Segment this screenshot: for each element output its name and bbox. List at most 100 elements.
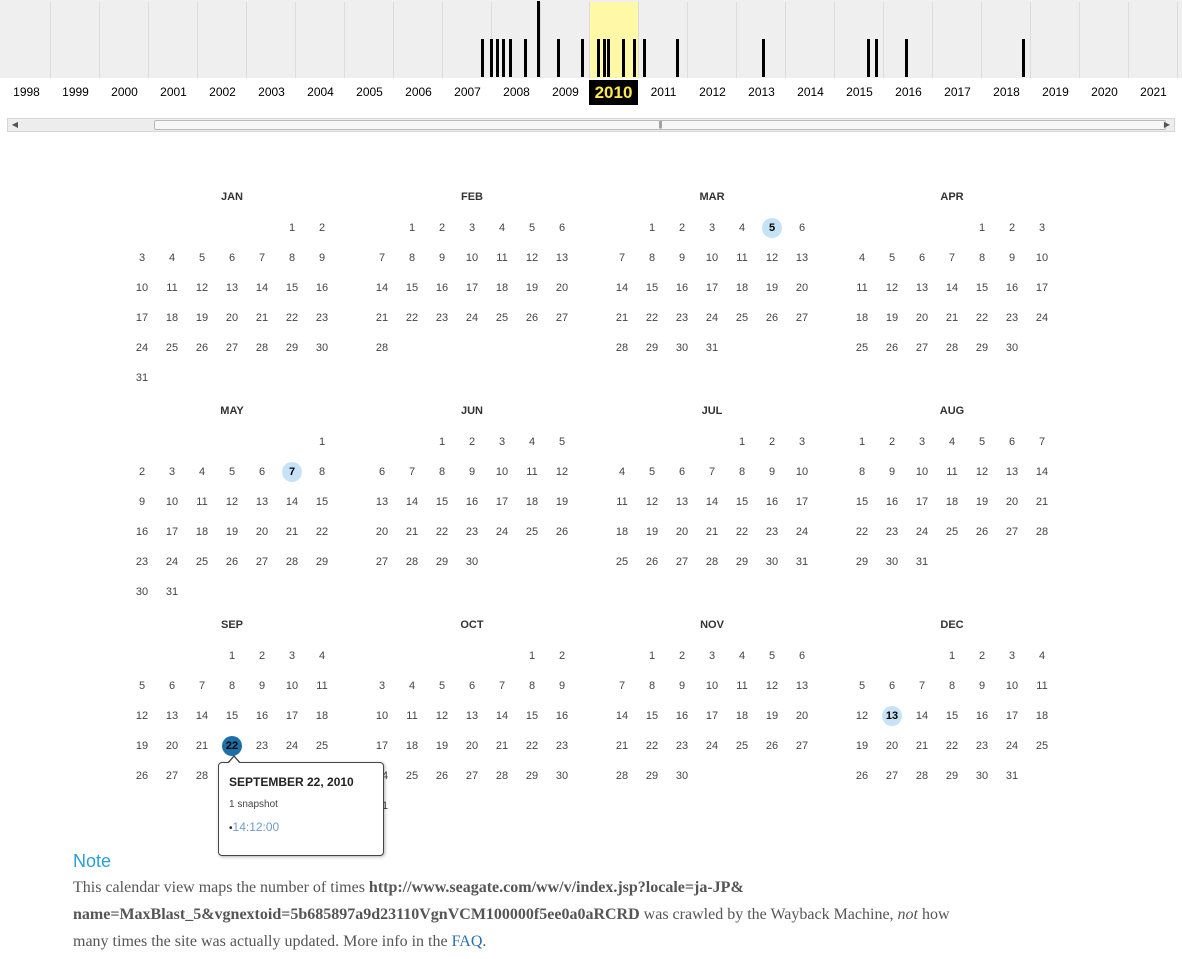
year-label-2000[interactable]: 2000 — [111, 85, 138, 99]
faq-link[interactable]: FAQ — [451, 933, 483, 950]
year-label-2004[interactable]: 2004 — [307, 85, 334, 99]
capture-bar[interactable] — [607, 39, 610, 77]
calendar-day: 3 — [138, 252, 146, 264]
year-column-2003[interactable] — [247, 2, 296, 78]
capture-bar[interactable] — [643, 39, 646, 77]
scroll-right-arrow-icon[interactable]: ▶ — [1163, 120, 1171, 129]
year-column-2004[interactable] — [296, 2, 345, 78]
year-label-2006[interactable]: 2006 — [405, 85, 432, 99]
year-label-2009[interactable]: 2009 — [552, 85, 579, 99]
timeline-scrollbar[interactable]: ◀ ||| ▶ — [7, 118, 1175, 132]
capture-bar[interactable] — [496, 39, 499, 77]
year-label-2007[interactable]: 2007 — [454, 85, 481, 99]
calendar-day: 19 — [435, 740, 449, 752]
year-label-2018[interactable]: 2018 — [993, 85, 1020, 99]
calendar-day: 12 — [765, 252, 779, 264]
calendar-day: 9 — [318, 252, 326, 264]
capture-bar[interactable] — [676, 39, 679, 77]
year-column-2013[interactable] — [737, 2, 786, 78]
scroll-thumb[interactable]: ||| — [154, 120, 1166, 130]
year-column-2001[interactable] — [149, 2, 198, 78]
capture-bar[interactable] — [905, 39, 908, 77]
capture-bar[interactable] — [581, 39, 584, 77]
capture-bar[interactable] — [1022, 39, 1025, 77]
year-column-2019[interactable] — [1031, 2, 1080, 78]
capture-bar[interactable] — [481, 39, 484, 77]
year-column-2000[interactable] — [100, 2, 149, 78]
calendar-day: 23 — [675, 312, 689, 324]
capture-bar[interactable] — [524, 39, 527, 77]
snapshot-day[interactable]: 5 — [762, 218, 782, 238]
year-label-2014[interactable]: 2014 — [797, 85, 824, 99]
year-label-2002[interactable]: 2002 — [209, 85, 236, 99]
year-column-2006[interactable] — [394, 2, 443, 78]
month-name: APR — [940, 191, 964, 203]
year-label-2021[interactable]: 2021 — [1140, 85, 1167, 99]
year-column-2007[interactable] — [443, 2, 492, 78]
year-column-2002[interactable] — [198, 2, 247, 78]
capture-bar[interactable] — [490, 39, 493, 77]
year-label-2008[interactable]: 2008 — [503, 85, 530, 99]
snapshot-day[interactable]: 7 — [282, 462, 302, 482]
capture-bar[interactable] — [509, 39, 512, 77]
calendar-day: 27 — [1005, 526, 1019, 538]
year-column-2005[interactable] — [345, 2, 394, 78]
capture-bar[interactable] — [537, 1, 540, 77]
year-column-1999[interactable] — [51, 2, 100, 78]
year-column-2014[interactable] — [786, 2, 835, 78]
year-label-2017[interactable]: 2017 — [944, 85, 971, 99]
year-label-1999[interactable]: 1999 — [62, 85, 89, 99]
calendar-day: 6 — [258, 466, 266, 478]
calendar-day: 13 — [375, 496, 389, 508]
calendar-day: 12 — [855, 710, 869, 722]
scroll-left-arrow-icon[interactable]: ◀ — [11, 120, 19, 129]
capture-bar[interactable] — [633, 39, 636, 77]
snapshot-day[interactable]: 22 — [222, 736, 242, 756]
capture-bar[interactable] — [622, 39, 625, 77]
year-label-2001[interactable]: 2001 — [160, 85, 187, 99]
year-label-2019[interactable]: 2019 — [1042, 85, 1069, 99]
year-label-2010[interactable]: 2010 — [589, 80, 638, 105]
calendar-day: 3 — [288, 650, 296, 662]
capture-sparkline[interactable] — [0, 0, 1182, 78]
year-column-2015[interactable] — [835, 2, 884, 78]
calendar-day: 23 — [675, 740, 689, 752]
calendar-day: 19 — [975, 496, 989, 508]
year-label-2016[interactable]: 2016 — [895, 85, 922, 99]
year-label-2012[interactable]: 2012 — [699, 85, 726, 99]
year-column-2009[interactable] — [541, 2, 590, 78]
year-column-1998[interactable] — [2, 2, 51, 78]
year-label-2013[interactable]: 2013 — [748, 85, 775, 99]
year-column-2017[interactable] — [933, 2, 982, 78]
calendar-day: 23 — [885, 526, 899, 538]
year-label-1998[interactable]: 1998 — [13, 85, 40, 99]
capture-bar[interactable] — [502, 39, 505, 77]
calendar-day: 18 — [405, 740, 419, 752]
year-column-2021[interactable] — [1129, 2, 1178, 78]
snapshot-day[interactable]: 13 — [882, 706, 902, 726]
year-column-2012[interactable] — [688, 2, 737, 78]
year-label-2005[interactable]: 2005 — [356, 85, 383, 99]
calendar-day: 10 — [705, 680, 719, 692]
year-column-2018[interactable] — [982, 2, 1031, 78]
capture-bar[interactable] — [867, 39, 870, 77]
year-column-2008[interactable] — [492, 2, 541, 78]
year-label-2020[interactable]: 2020 — [1091, 85, 1118, 99]
calendar-day: 11 — [1036, 680, 1048, 692]
year-label-2003[interactable]: 2003 — [258, 85, 285, 99]
year-label-2015[interactable]: 2015 — [846, 85, 873, 99]
calendar-day: 22 — [435, 526, 449, 538]
capture-bar[interactable] — [557, 39, 560, 77]
year-column-2016[interactable] — [884, 2, 933, 78]
calendar-day: 26 — [555, 526, 569, 538]
calendar-day: 26 — [135, 770, 149, 782]
year-label-2011[interactable]: 2011 — [650, 85, 677, 99]
calendar-day: 13 — [465, 710, 479, 722]
capture-bar[interactable] — [762, 39, 765, 77]
year-column-2020[interactable] — [1080, 2, 1129, 78]
capture-bar[interactable] — [597, 39, 600, 77]
capture-bar[interactable] — [603, 39, 606, 77]
snapshot-time-link[interactable]: 14:12:00 — [232, 820, 280, 834]
year-column-2011[interactable] — [639, 2, 688, 78]
capture-bar[interactable] — [875, 39, 878, 77]
